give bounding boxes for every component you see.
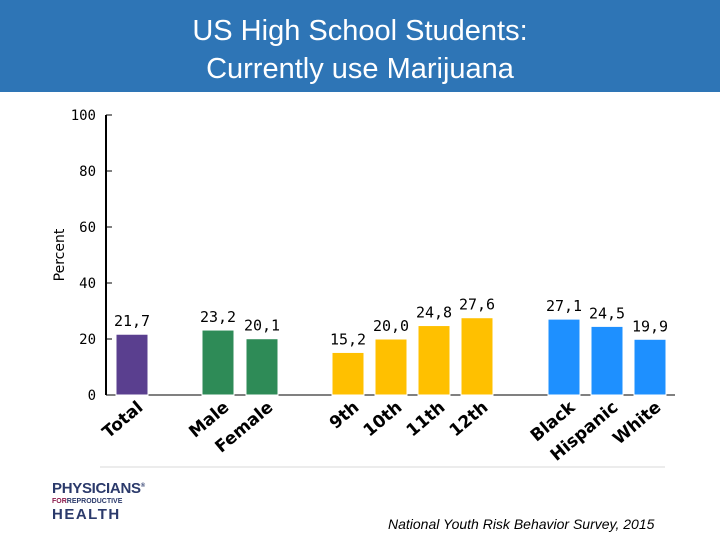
data-label: 27,1 bbox=[546, 297, 582, 315]
bar bbox=[115, 333, 149, 396]
title-banner: US High School Students: Currently use M… bbox=[0, 0, 720, 92]
data-label: 19,9 bbox=[632, 317, 668, 335]
bar bbox=[374, 338, 408, 396]
bar bbox=[460, 317, 494, 396]
data-label: 27,6 bbox=[459, 296, 495, 314]
source-note: National Youth Risk Behavior Survey, 201… bbox=[388, 516, 655, 532]
y-tick-label: 20 bbox=[79, 332, 96, 348]
bars-group bbox=[115, 317, 667, 396]
y-tick-label: 40 bbox=[79, 276, 96, 292]
x-category-label: 10th bbox=[360, 398, 406, 442]
title-line-1: US High School Students: bbox=[192, 15, 528, 47]
bar bbox=[547, 318, 581, 396]
x-category-label: White bbox=[609, 398, 665, 450]
y-tick-label: 100 bbox=[71, 108, 96, 124]
logo-line-3: HEALTH bbox=[52, 506, 121, 523]
bar bbox=[201, 329, 235, 396]
x-category-label: 12th bbox=[446, 398, 492, 442]
data-label: 20,0 bbox=[373, 317, 409, 335]
data-label: 24,5 bbox=[589, 304, 625, 322]
organization-logo: PHYSICIANS® FORREPRODUCTIVE HEALTH bbox=[52, 478, 145, 523]
data-label: 21,7 bbox=[114, 312, 150, 330]
bar bbox=[417, 325, 451, 396]
data-label: 24,8 bbox=[416, 304, 452, 322]
data-label: 23,2 bbox=[200, 308, 236, 326]
y-axis-ticks: 0 20 40 60 80 100 bbox=[71, 108, 112, 404]
title-line-2: Currently use Marijuana bbox=[206, 53, 514, 85]
bar bbox=[331, 351, 365, 396]
x-category-label: Total bbox=[99, 398, 147, 443]
logo-line-1: PHYSICIANS® bbox=[52, 480, 145, 497]
logo-line-2: FORREPRODUCTIVE bbox=[52, 498, 123, 505]
y-tick-label: 80 bbox=[79, 164, 96, 180]
x-category-label: 11th bbox=[403, 398, 449, 442]
y-tick-label: 60 bbox=[79, 220, 96, 236]
x-category-label: 9th bbox=[326, 398, 363, 434]
data-label: 20,1 bbox=[244, 317, 280, 335]
bar bbox=[245, 338, 279, 396]
y-tick-label: 0 bbox=[88, 388, 96, 404]
bar bbox=[633, 338, 667, 396]
bar bbox=[590, 325, 624, 396]
data-label: 15,2 bbox=[330, 330, 366, 348]
y-axis-title: Percent bbox=[52, 228, 68, 281]
